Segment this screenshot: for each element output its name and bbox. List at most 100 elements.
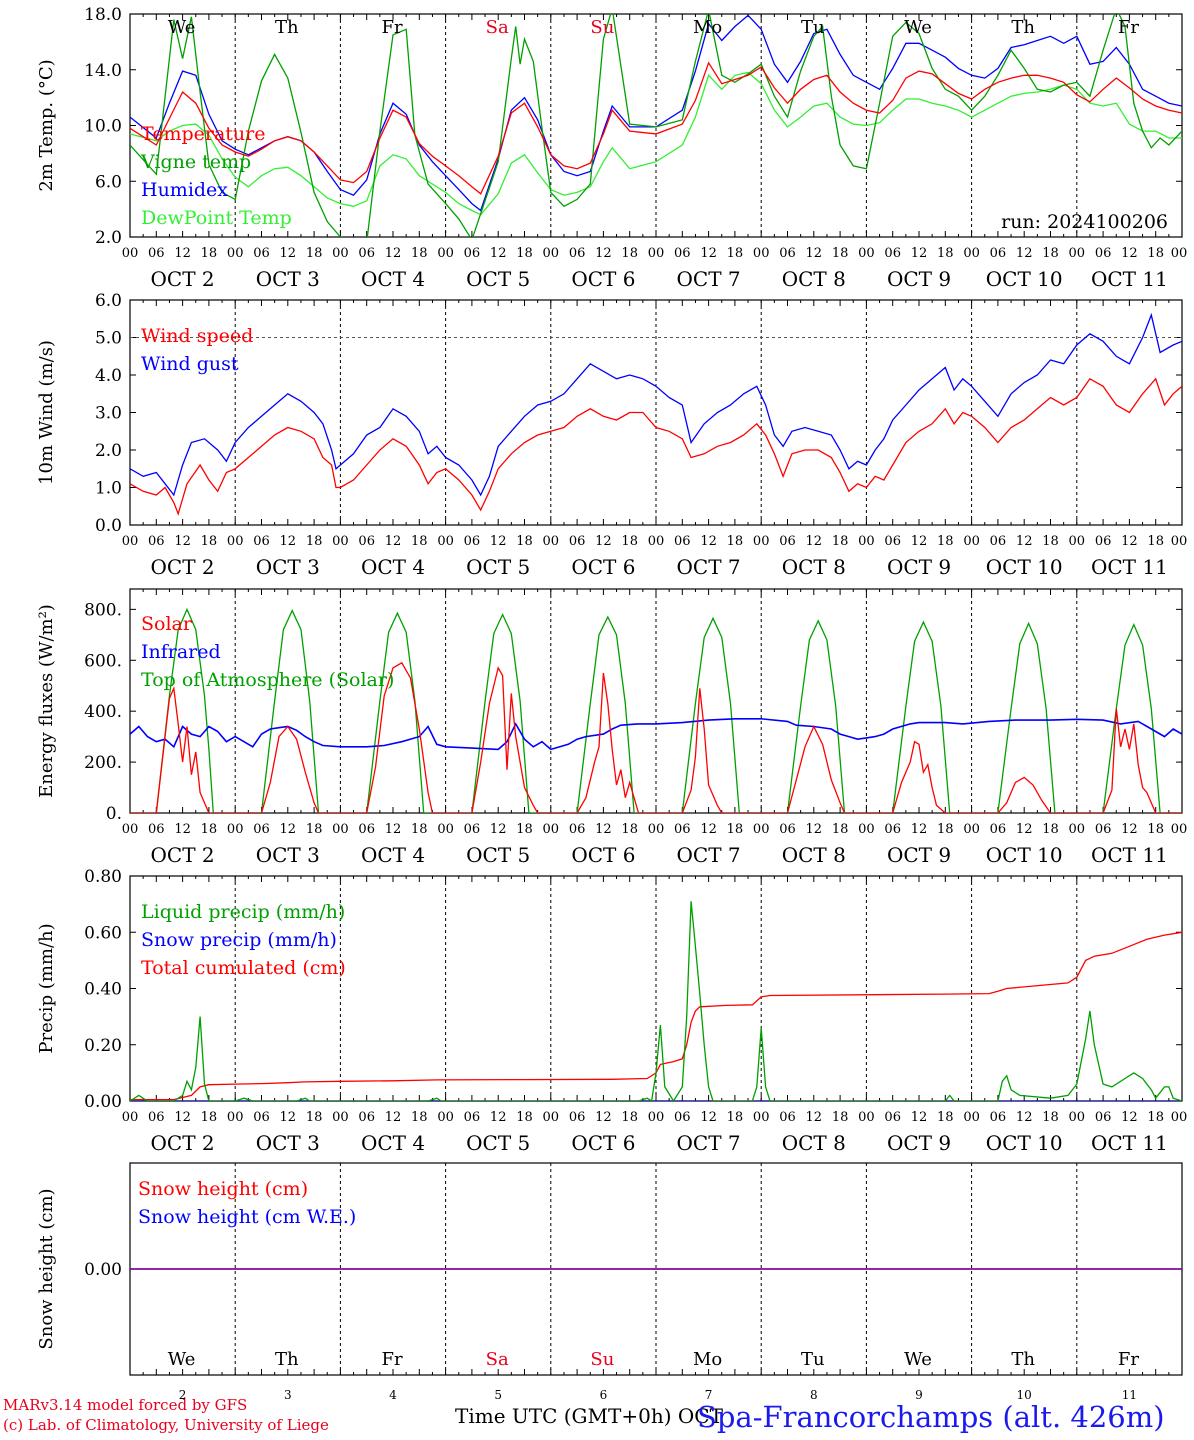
x-tick-label: 12 [385, 822, 402, 837]
series-line-top-of-atmosphere-solar- [130, 607, 1182, 813]
date-label: OCT 9 [887, 555, 951, 579]
x-tick-label: 06 [253, 534, 270, 549]
weekday-label-top: Th [275, 17, 299, 38]
x-tick-label: 06 [884, 246, 901, 261]
x-tick-label: 00 [122, 246, 139, 261]
y-axis-label: Snow height (cm) [36, 1188, 57, 1349]
x-tick-label: 18 [306, 534, 323, 549]
day-number-label: 7 [705, 1388, 713, 1402]
date-label: OCT 7 [677, 843, 741, 867]
date-label: OCT 2 [151, 1131, 215, 1155]
weekday-label-bottom: We [168, 1349, 196, 1370]
x-tick-label: 06 [464, 1110, 481, 1125]
date-label: OCT 3 [256, 1131, 320, 1155]
x-tick-label: 06 [779, 1110, 796, 1125]
x-tick-label: 18 [937, 1110, 954, 1125]
x-tick-label: 18 [201, 246, 218, 261]
day-number-label: 5 [494, 1388, 502, 1402]
x-tick-label: 00 [227, 822, 244, 837]
weekday-label-top: Su [590, 17, 614, 38]
x-tick-label: 00 [543, 1110, 560, 1125]
date-label: OCT 4 [361, 555, 425, 579]
legend-entry: Total cumulated (cm) [141, 957, 346, 979]
credit-line-1: MARv3.14 model forced by GFS [3, 1396, 248, 1414]
y-tick-label: 600. [84, 651, 122, 671]
y-tick-label: 200. [84, 753, 122, 773]
x-tick-label: 12 [174, 534, 191, 549]
date-label: OCT 2 [151, 555, 215, 579]
x-tick-label: 00 [963, 822, 980, 837]
x-tick-label: 12 [1121, 1110, 1138, 1125]
weekday-label-top: Mo [693, 17, 722, 38]
date-label: OCT 10 [986, 1131, 1063, 1155]
location-label: Spa-Francorchamps (alt. 426m) [697, 1400, 1165, 1434]
weekday-label-top: Fr [1118, 17, 1139, 38]
date-label: OCT 10 [986, 555, 1063, 579]
x-tick-label: 12 [1016, 822, 1033, 837]
date-label: OCT 8 [782, 267, 846, 291]
x-tick-label: 00 [858, 1110, 875, 1125]
legend-entry: Snow height (cm) [138, 1178, 308, 1200]
x-tick-label: 18 [306, 822, 323, 837]
x-tick-label: 18 [1147, 246, 1164, 261]
x-tick-label: 06 [464, 534, 481, 549]
x-tick-label: 18 [201, 534, 218, 549]
x-tick-label: 12 [385, 1110, 402, 1125]
x-tick-label: 18 [832, 822, 849, 837]
weekday-label-bottom: We [904, 1349, 932, 1370]
weekday-label-top: Sa [486, 17, 509, 38]
y-axis-label: 10m Wind (m/s) [36, 340, 57, 485]
x-tick-label: 00 [227, 1110, 244, 1125]
x-tick-label: 18 [1147, 822, 1164, 837]
x-tick-label: 12 [700, 822, 717, 837]
x-tick-label: 12 [385, 534, 402, 549]
x-tick-label: 12 [806, 1110, 823, 1125]
date-label: OCT 8 [782, 843, 846, 867]
date-label: OCT 7 [677, 555, 741, 579]
x-tick-label: 12 [1016, 1110, 1033, 1125]
x-tick-label: 00 [1171, 534, 1188, 549]
x-tick-label: 00 [1069, 534, 1086, 549]
y-tick-label: 6.0 [95, 291, 122, 311]
x-tick-label: 00 [1069, 1110, 1086, 1125]
x-tick-label: 06 [358, 246, 375, 261]
x-tick-label: 06 [674, 822, 691, 837]
x-tick-label: 00 [1069, 822, 1086, 837]
y-tick-label: 0.00 [84, 1092, 122, 1112]
day-number-label: 2 [179, 1388, 187, 1402]
date-label: OCT 5 [466, 267, 530, 291]
series-line-wind-gust [130, 312, 1182, 497]
x-tick-label: 00 [332, 1110, 349, 1125]
x-tick-label: 00 [963, 1110, 980, 1125]
x-tick-label: 00 [1171, 246, 1188, 261]
x-tick-label: 06 [569, 534, 586, 549]
x-tick-label: 18 [937, 246, 954, 261]
day-number-label: 9 [915, 1388, 923, 1402]
x-tick-label: 18 [621, 246, 638, 261]
x-tick-label: 12 [700, 534, 717, 549]
day-number-label: 10 [1017, 1388, 1032, 1402]
date-label: OCT 11 [1091, 843, 1168, 867]
x-tick-label: 00 [648, 1110, 665, 1125]
weekday-label-bottom: Su [590, 1349, 614, 1370]
y-tick-label: 0.80 [84, 867, 122, 887]
x-tick-label: 00 [437, 1110, 454, 1125]
x-tick-label: 00 [963, 246, 980, 261]
plot-frame [129, 588, 1183, 814]
y-tick-label: 2.0 [95, 441, 122, 461]
x-tick-label: 12 [490, 534, 507, 549]
x-tick-label: 18 [832, 1110, 849, 1125]
x-tick-label: 12 [911, 534, 928, 549]
x-tick-label: 12 [280, 822, 297, 837]
x-tick-label: 00 [332, 246, 349, 261]
x-tick-label: 06 [253, 1110, 270, 1125]
x-tick-label: 12 [595, 534, 612, 549]
x-tick-label: 00 [1069, 246, 1086, 261]
x-tick-label: 18 [621, 1110, 638, 1125]
date-label: OCT 6 [571, 1131, 635, 1155]
x-tick-label: 00 [437, 534, 454, 549]
day-number-label: 4 [389, 1388, 397, 1402]
weekday-label-top: Fr [381, 17, 402, 38]
x-tick-label: 06 [358, 822, 375, 837]
date-label: OCT 4 [361, 267, 425, 291]
